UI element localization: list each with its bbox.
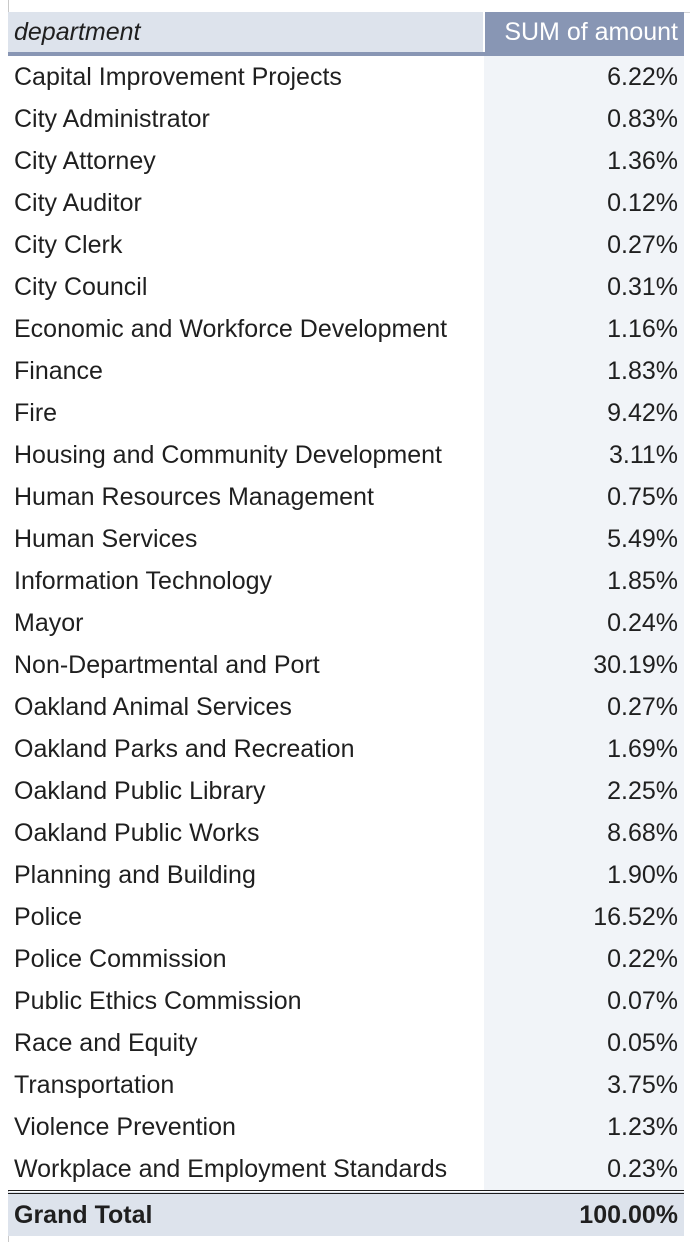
table-row: Human Services 5.49%: [8, 518, 684, 560]
amount-cell[interactable]: 5.49%: [484, 518, 684, 560]
amount-cell[interactable]: 0.27%: [484, 686, 684, 728]
department-cell[interactable]: Race and Equity: [8, 1022, 484, 1064]
amount-cell[interactable]: 3.75%: [484, 1064, 684, 1106]
amount-cell[interactable]: 1.36%: [484, 140, 684, 182]
table-row: City Auditor 0.12%: [8, 182, 684, 224]
department-cell[interactable]: Police Commission: [8, 938, 484, 980]
table-row: City Council 0.31%: [8, 266, 684, 308]
department-cell[interactable]: Human Services: [8, 518, 484, 560]
department-cell[interactable]: Workplace and Employment Standards: [8, 1148, 484, 1192]
department-cell[interactable]: Finance: [8, 350, 484, 392]
department-cell[interactable]: City Attorney: [8, 140, 484, 182]
table-row: Housing and Community Development 3.11%: [8, 434, 684, 476]
department-cell[interactable]: Non-Departmental and Port: [8, 644, 484, 686]
department-cell[interactable]: Public Ethics Commission: [8, 980, 484, 1022]
amount-cell[interactable]: 1.85%: [484, 560, 684, 602]
department-cell[interactable]: Housing and Community Development: [8, 434, 484, 476]
table-row: Public Ethics Commission 0.07%: [8, 980, 684, 1022]
department-cell[interactable]: Oakland Animal Services: [8, 686, 484, 728]
pivot-body: Capital Improvement Projects 6.22% City Ad…: [8, 54, 684, 1192]
department-cell[interactable]: Planning and Building: [8, 854, 484, 896]
department-cell[interactable]: Human Resources Management: [8, 476, 484, 518]
amount-cell[interactable]: 0.27%: [484, 224, 684, 266]
amount-cell[interactable]: 0.12%: [484, 182, 684, 224]
department-cell[interactable]: Police: [8, 896, 484, 938]
department-cell[interactable]: City Clerk: [8, 224, 484, 266]
department-cell[interactable]: Transportation: [8, 1064, 484, 1106]
amount-cell[interactable]: 0.83%: [484, 98, 684, 140]
amount-cell[interactable]: 0.31%: [484, 266, 684, 308]
amount-cell[interactable]: 9.42%: [484, 392, 684, 434]
amount-cell[interactable]: 1.23%: [484, 1106, 684, 1148]
amount-cell[interactable]: 0.23%: [484, 1148, 684, 1192]
table-row: Mayor 0.24%: [8, 602, 684, 644]
department-cell[interactable]: Oakland Public Library: [8, 770, 484, 812]
table-row: Race and Equity 0.05%: [8, 1022, 684, 1064]
table-row: City Administrator 0.83%: [8, 98, 684, 140]
table-row: Capital Improvement Projects 6.22%: [8, 54, 684, 98]
department-cell[interactable]: Information Technology: [8, 560, 484, 602]
department-cell[interactable]: Violence Prevention: [8, 1106, 484, 1148]
amount-cell[interactable]: 1.16%: [484, 308, 684, 350]
grand-total-label[interactable]: Grand Total: [8, 1190, 484, 1236]
amount-cell[interactable]: 1.83%: [484, 350, 684, 392]
table-row: Police Commission 0.22%: [8, 938, 684, 980]
amount-cell[interactable]: 1.90%: [484, 854, 684, 896]
grand-total-row: Grand Total 100.00%: [8, 1190, 684, 1236]
table-row: Information Technology 1.85%: [8, 560, 684, 602]
amount-cell[interactable]: 0.24%: [484, 602, 684, 644]
table-row: City Attorney 1.36%: [8, 140, 684, 182]
department-cell[interactable]: City Council: [8, 266, 484, 308]
amount-cell[interactable]: 30.19%: [484, 644, 684, 686]
department-cell[interactable]: Fire: [8, 392, 484, 434]
table-row: Workplace and Employment Standards 0.23%: [8, 1148, 684, 1192]
amount-cell[interactable]: 3.11%: [484, 434, 684, 476]
table-row: Human Resources Management 0.75%: [8, 476, 684, 518]
table-row: Planning and Building 1.90%: [8, 854, 684, 896]
department-cell[interactable]: Oakland Public Works: [8, 812, 484, 854]
table-row: Economic and Workforce Development 1.16%: [8, 308, 684, 350]
department-cell[interactable]: Oakland Parks and Recreation: [8, 728, 484, 770]
header-sum-of-amount[interactable]: SUM of amount: [483, 12, 684, 56]
pivot-header-row: department SUM of amount: [8, 12, 684, 56]
table-row: City Clerk 0.27%: [8, 224, 684, 266]
amount-cell[interactable]: 0.05%: [484, 1022, 684, 1064]
amount-cell[interactable]: 8.68%: [484, 812, 684, 854]
table-row: Oakland Animal Services 0.27%: [8, 686, 684, 728]
department-cell[interactable]: Economic and Workforce Development: [8, 308, 484, 350]
department-cell[interactable]: City Administrator: [8, 98, 484, 140]
table-row: Police 16.52%: [8, 896, 684, 938]
amount-cell[interactable]: 2.25%: [484, 770, 684, 812]
amount-cell[interactable]: 1.69%: [484, 728, 684, 770]
pivot-table: department SUM of amount Capital Improve…: [8, 12, 684, 1236]
grand-total-amount[interactable]: 100.00%: [484, 1190, 684, 1236]
table-row: Violence Prevention 1.23%: [8, 1106, 684, 1148]
amount-cell[interactable]: 0.07%: [484, 980, 684, 1022]
table-row: Oakland Public Library 2.25%: [8, 770, 684, 812]
department-cell[interactable]: Capital Improvement Projects: [8, 54, 484, 98]
header-department[interactable]: department: [8, 12, 484, 56]
table-row: Finance 1.83%: [8, 350, 684, 392]
table-row: Fire 9.42%: [8, 392, 684, 434]
department-cell[interactable]: City Auditor: [8, 182, 484, 224]
table-row: Oakland Public Works 8.68%: [8, 812, 684, 854]
table-row: Transportation 3.75%: [8, 1064, 684, 1106]
department-cell[interactable]: Mayor: [8, 602, 484, 644]
amount-cell[interactable]: 6.22%: [484, 54, 684, 98]
amount-cell[interactable]: 16.52%: [484, 896, 684, 938]
table-row: Oakland Parks and Recreation 1.69%: [8, 728, 684, 770]
amount-cell[interactable]: 0.22%: [484, 938, 684, 980]
amount-cell[interactable]: 0.75%: [484, 476, 684, 518]
table-row: Non-Departmental and Port 30.19%: [8, 644, 684, 686]
